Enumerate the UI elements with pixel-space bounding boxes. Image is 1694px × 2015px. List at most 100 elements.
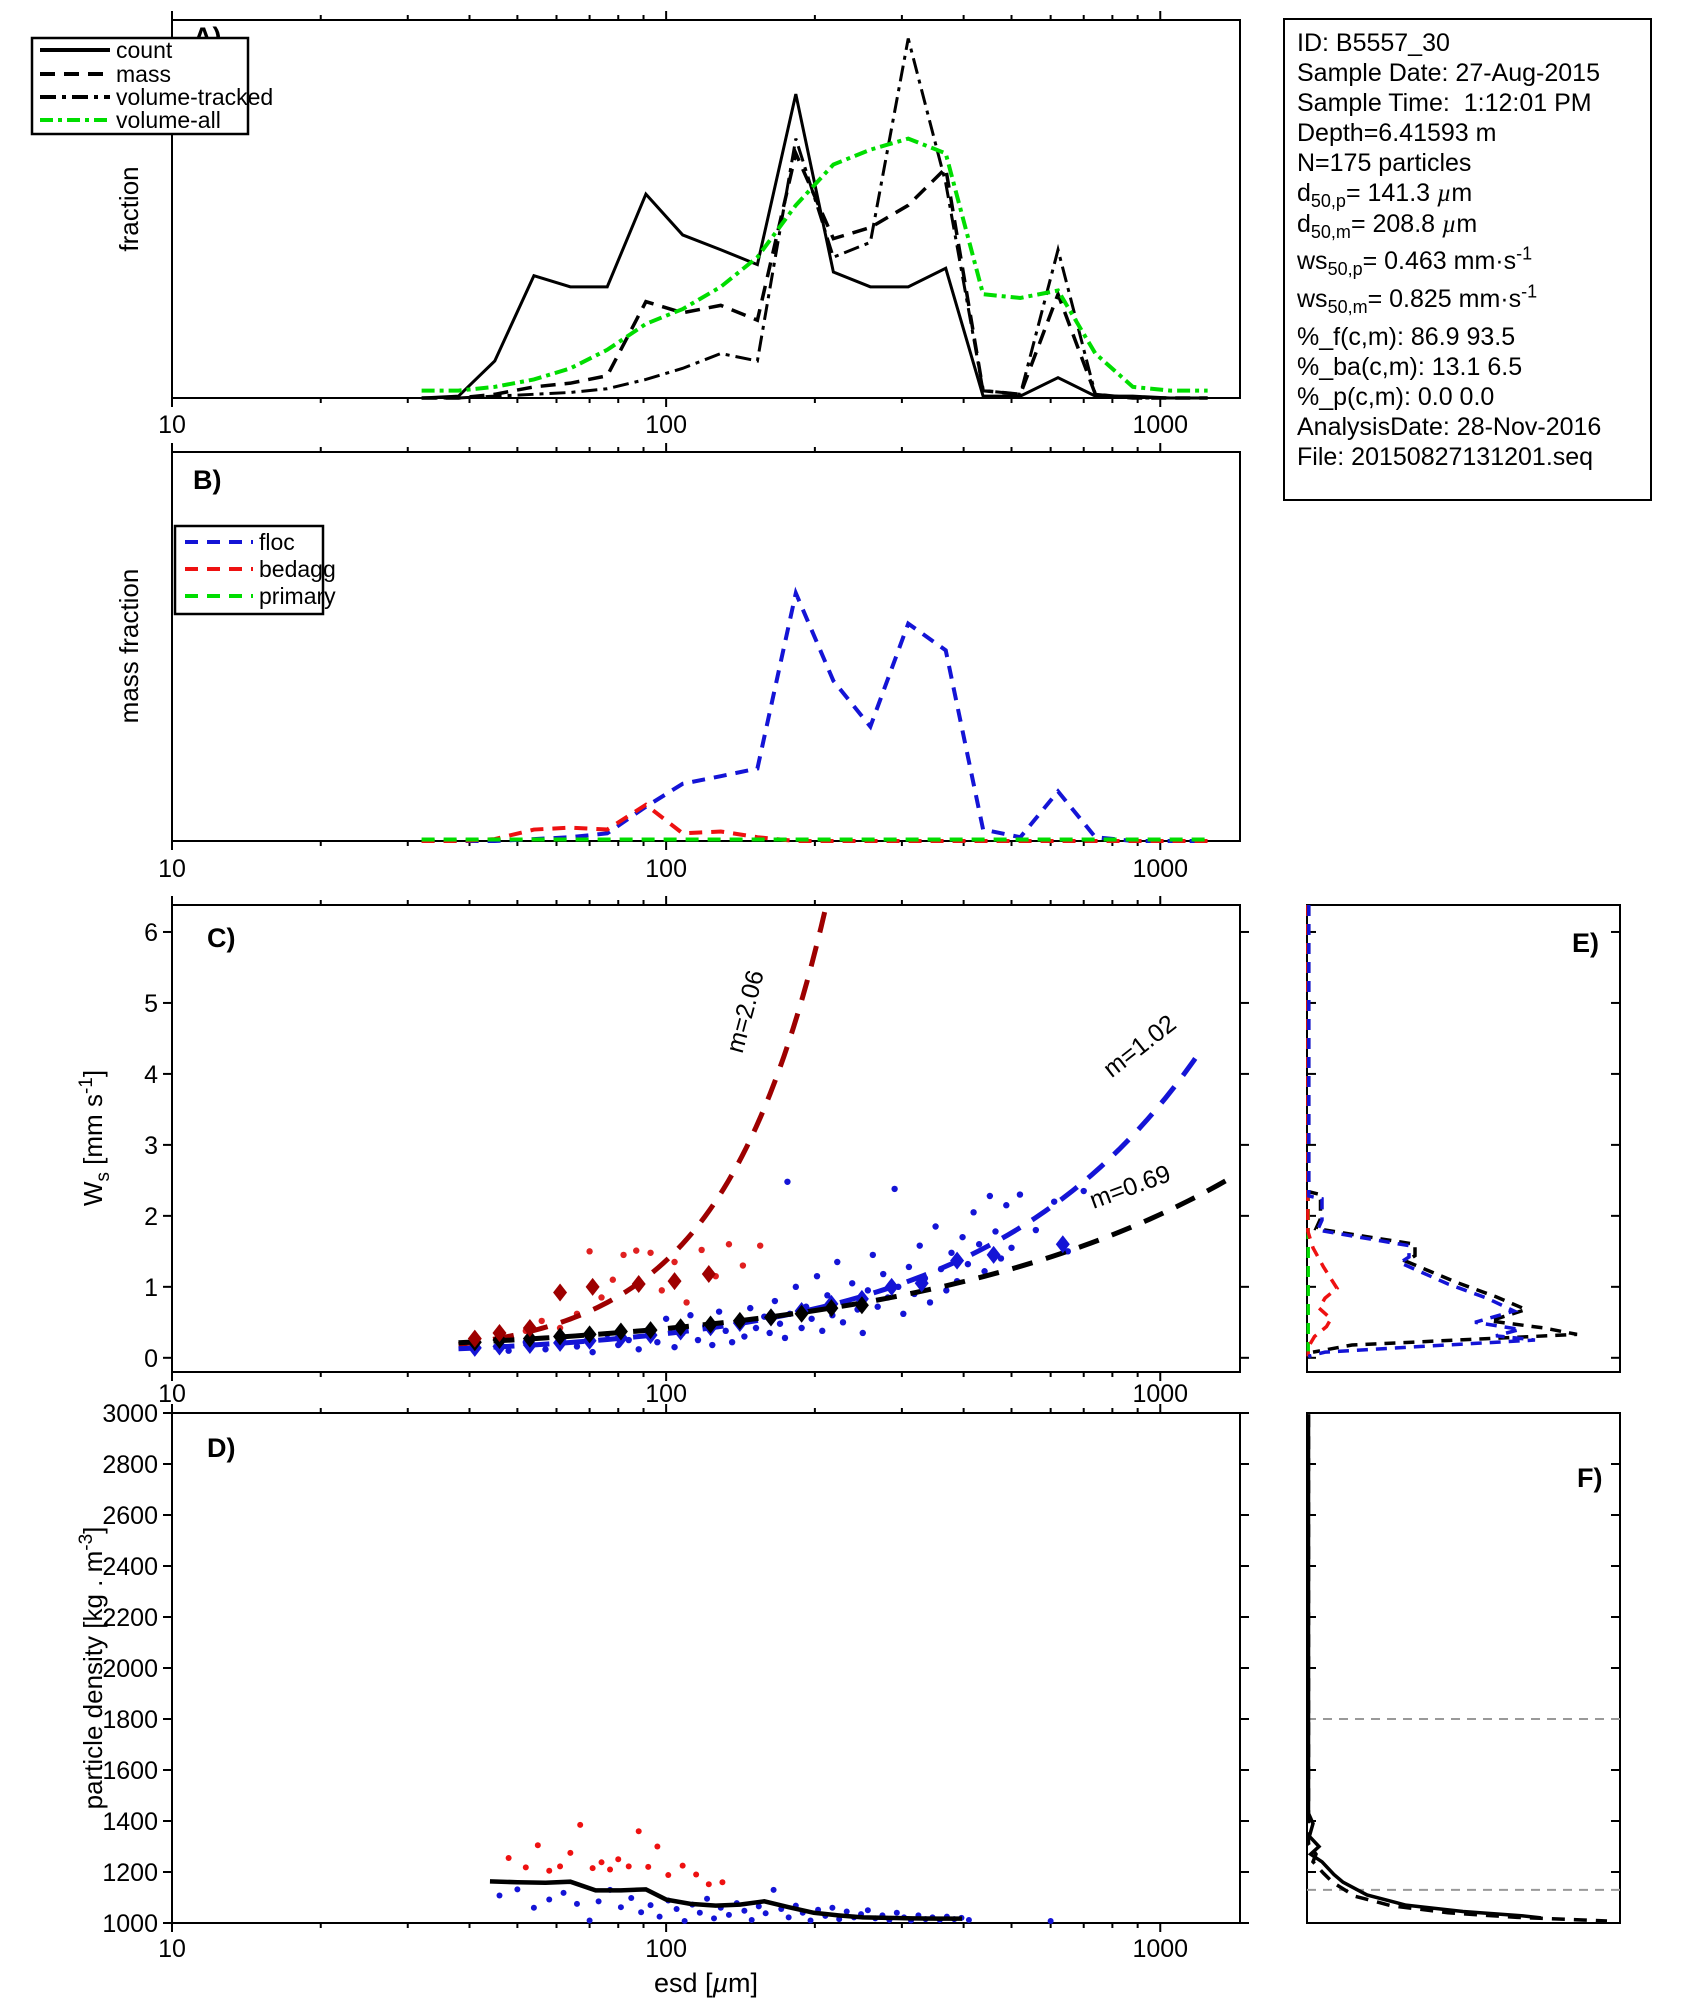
c-scatter-red-dot — [609, 1276, 617, 1283]
x-tick-label: 10 — [158, 411, 186, 439]
panel-b-tag: B) — [193, 465, 222, 495]
d-y-tick-label: 1200 — [102, 1859, 158, 1887]
c-scatter-red-dot — [698, 1246, 705, 1254]
d-scatter-red-dot — [645, 1863, 652, 1870]
d-scatter-red-dot — [625, 1863, 632, 1870]
info-text: Sample Date: 27-Aug-2015 — [1297, 59, 1600, 87]
c-y-tick-label: 5 — [144, 990, 158, 1018]
info-text-part: d — [1297, 179, 1311, 207]
d-scatter-red-dot — [693, 1871, 700, 1878]
c-diamond-all — [582, 1325, 597, 1344]
x-tick-label: 100 — [645, 1380, 687, 1408]
x-tick-label: 1000 — [1132, 855, 1188, 883]
c-diamond-all — [732, 1311, 747, 1330]
c-diamond-all — [643, 1321, 658, 1340]
panel-b-series-floc — [421, 586, 1208, 843]
c-scatter-blue-dot — [932, 1223, 939, 1230]
c-scatter-blue-dot — [959, 1233, 966, 1241]
x-tick-label: 1000 — [1132, 411, 1188, 439]
c-scatter-blue-dot — [948, 1249, 955, 1256]
c-scatter-blue-dot — [728, 1338, 736, 1346]
c-scatter-blue-dot — [916, 1242, 923, 1249]
info-text: %_ba(c,m): 13.1 6.5 — [1297, 353, 1523, 381]
c-scatter-blue-dot — [905, 1263, 913, 1271]
d-scatter-blue-dot — [681, 1917, 688, 1924]
d-scatter-blue-dot — [704, 1895, 711, 1902]
d-scatter-blue-dot — [725, 1911, 732, 1918]
info-line: File: 20150827131201.seq — [1297, 442, 1650, 472]
e-mass-profile — [1307, 905, 1578, 1354]
info-text-part: 50,p — [1310, 191, 1346, 211]
c-diamond-all — [703, 1315, 718, 1334]
c-scatter-blue-dot — [792, 1283, 800, 1291]
c-scatter-blue-dot — [926, 1299, 934, 1306]
d-scatter-red-dot — [654, 1843, 661, 1850]
info-text: ID: B5557_30 — [1297, 29, 1450, 57]
panel-b-frame — [171, 451, 1241, 842]
info-text: %_p(c,m): 0.0 0.0 — [1297, 383, 1495, 411]
c-scatter-blue-dot — [542, 1346, 549, 1353]
c-scatter-blue-dot — [709, 1341, 716, 1349]
f-count-density-profile — [1306, 1414, 1542, 1920]
d-scatter-blue-dot — [770, 1886, 777, 1893]
y-axis-title: particle density [kg . m-3] — [76, 1527, 108, 1810]
info-text-part: µ — [1437, 180, 1452, 207]
panel-f-frame — [1306, 1412, 1621, 1924]
c-scatter-blue-dot — [1032, 1226, 1040, 1234]
panel-c-tag: C) — [207, 923, 236, 953]
info-text-part: = 0.825 mm·s — [1367, 285, 1522, 313]
info-text-part: 50,m — [1327, 297, 1368, 317]
c-diamond-bedagg — [701, 1265, 716, 1284]
c-scatter-blue-dot — [849, 1280, 856, 1287]
d-scatter-red-dot — [546, 1867, 553, 1874]
d-scatter-red-dot — [589, 1865, 596, 1872]
x-tick-label: 100 — [645, 411, 687, 439]
panel-f-tag: F) — [1577, 1463, 1602, 1493]
c-diamond-floc — [884, 1277, 899, 1296]
x-tick-label: 100 — [645, 1935, 687, 1963]
info-text-part: d — [1297, 210, 1311, 238]
c-scatter-blue-dot — [813, 1272, 821, 1280]
d-scatter-red-dot — [577, 1821, 584, 1828]
d-scatter-blue-dot — [628, 1895, 635, 1902]
c-scatter-red-dot — [620, 1251, 627, 1259]
c-scatter-blue-dot — [834, 1258, 841, 1266]
c-scatter-blue-dot — [766, 1329, 773, 1337]
sample-info-box: ID: B5557_30 Sample Date: 27-Aug-2015 Samp… — [1283, 18, 1652, 501]
info-line: d50,p= 141.3 µm — [1297, 178, 1650, 211]
info-line: Depth=6.41593 m — [1297, 118, 1650, 148]
d-scatter-blue-dot — [762, 1910, 769, 1917]
info-text-part: m — [1451, 179, 1473, 207]
c-diamond-all — [794, 1304, 809, 1323]
c-scatter-blue-dot — [824, 1292, 831, 1299]
x-tick-label: 10 — [158, 1380, 186, 1408]
c-scatter-blue-dot — [635, 1346, 642, 1353]
d-scatter-blue-dot — [807, 1917, 814, 1924]
c-diamond-bedagg — [522, 1318, 537, 1337]
c-scatter-blue-dot — [891, 1185, 898, 1193]
panel-d-tag: D) — [207, 1433, 236, 1463]
e-bedagg-profile — [1306, 905, 1340, 1357]
legend-b-label: primary — [259, 583, 336, 609]
c-diamond-bedagg — [467, 1329, 482, 1348]
c-scatter-blue-dot — [997, 1255, 1005, 1262]
all-fit-curve — [458, 1172, 1239, 1346]
info-line: d50,m= 208.8 µm — [1297, 209, 1650, 241]
c-scatter-blue-dot — [1016, 1191, 1024, 1198]
d-y-tick-label: 1400 — [102, 1808, 158, 1836]
panel-a-series-count — [421, 93, 1208, 400]
c-scatter-blue-dot — [1008, 1244, 1015, 1251]
c-diamond-bedagg — [492, 1323, 507, 1342]
c-diamond-all — [613, 1322, 628, 1341]
d-scatter-red-dot — [557, 1863, 564, 1870]
info-text: File: 20150827131201.seq — [1297, 443, 1594, 471]
d-scatter-blue-dot — [965, 1916, 972, 1923]
c-y-tick-label: 6 — [144, 919, 158, 947]
d-scatter-blue-dot — [573, 1900, 580, 1907]
info-text-part: = 0.463 mm·s — [1362, 247, 1517, 275]
d-scatter-red-dot — [522, 1864, 529, 1871]
info-text-part: -1 — [1516, 243, 1533, 264]
d-y-tick-label: 1000 — [102, 1910, 158, 1938]
panel-a-frame — [171, 19, 1241, 399]
c-scatter-blue-dot — [964, 1260, 972, 1268]
